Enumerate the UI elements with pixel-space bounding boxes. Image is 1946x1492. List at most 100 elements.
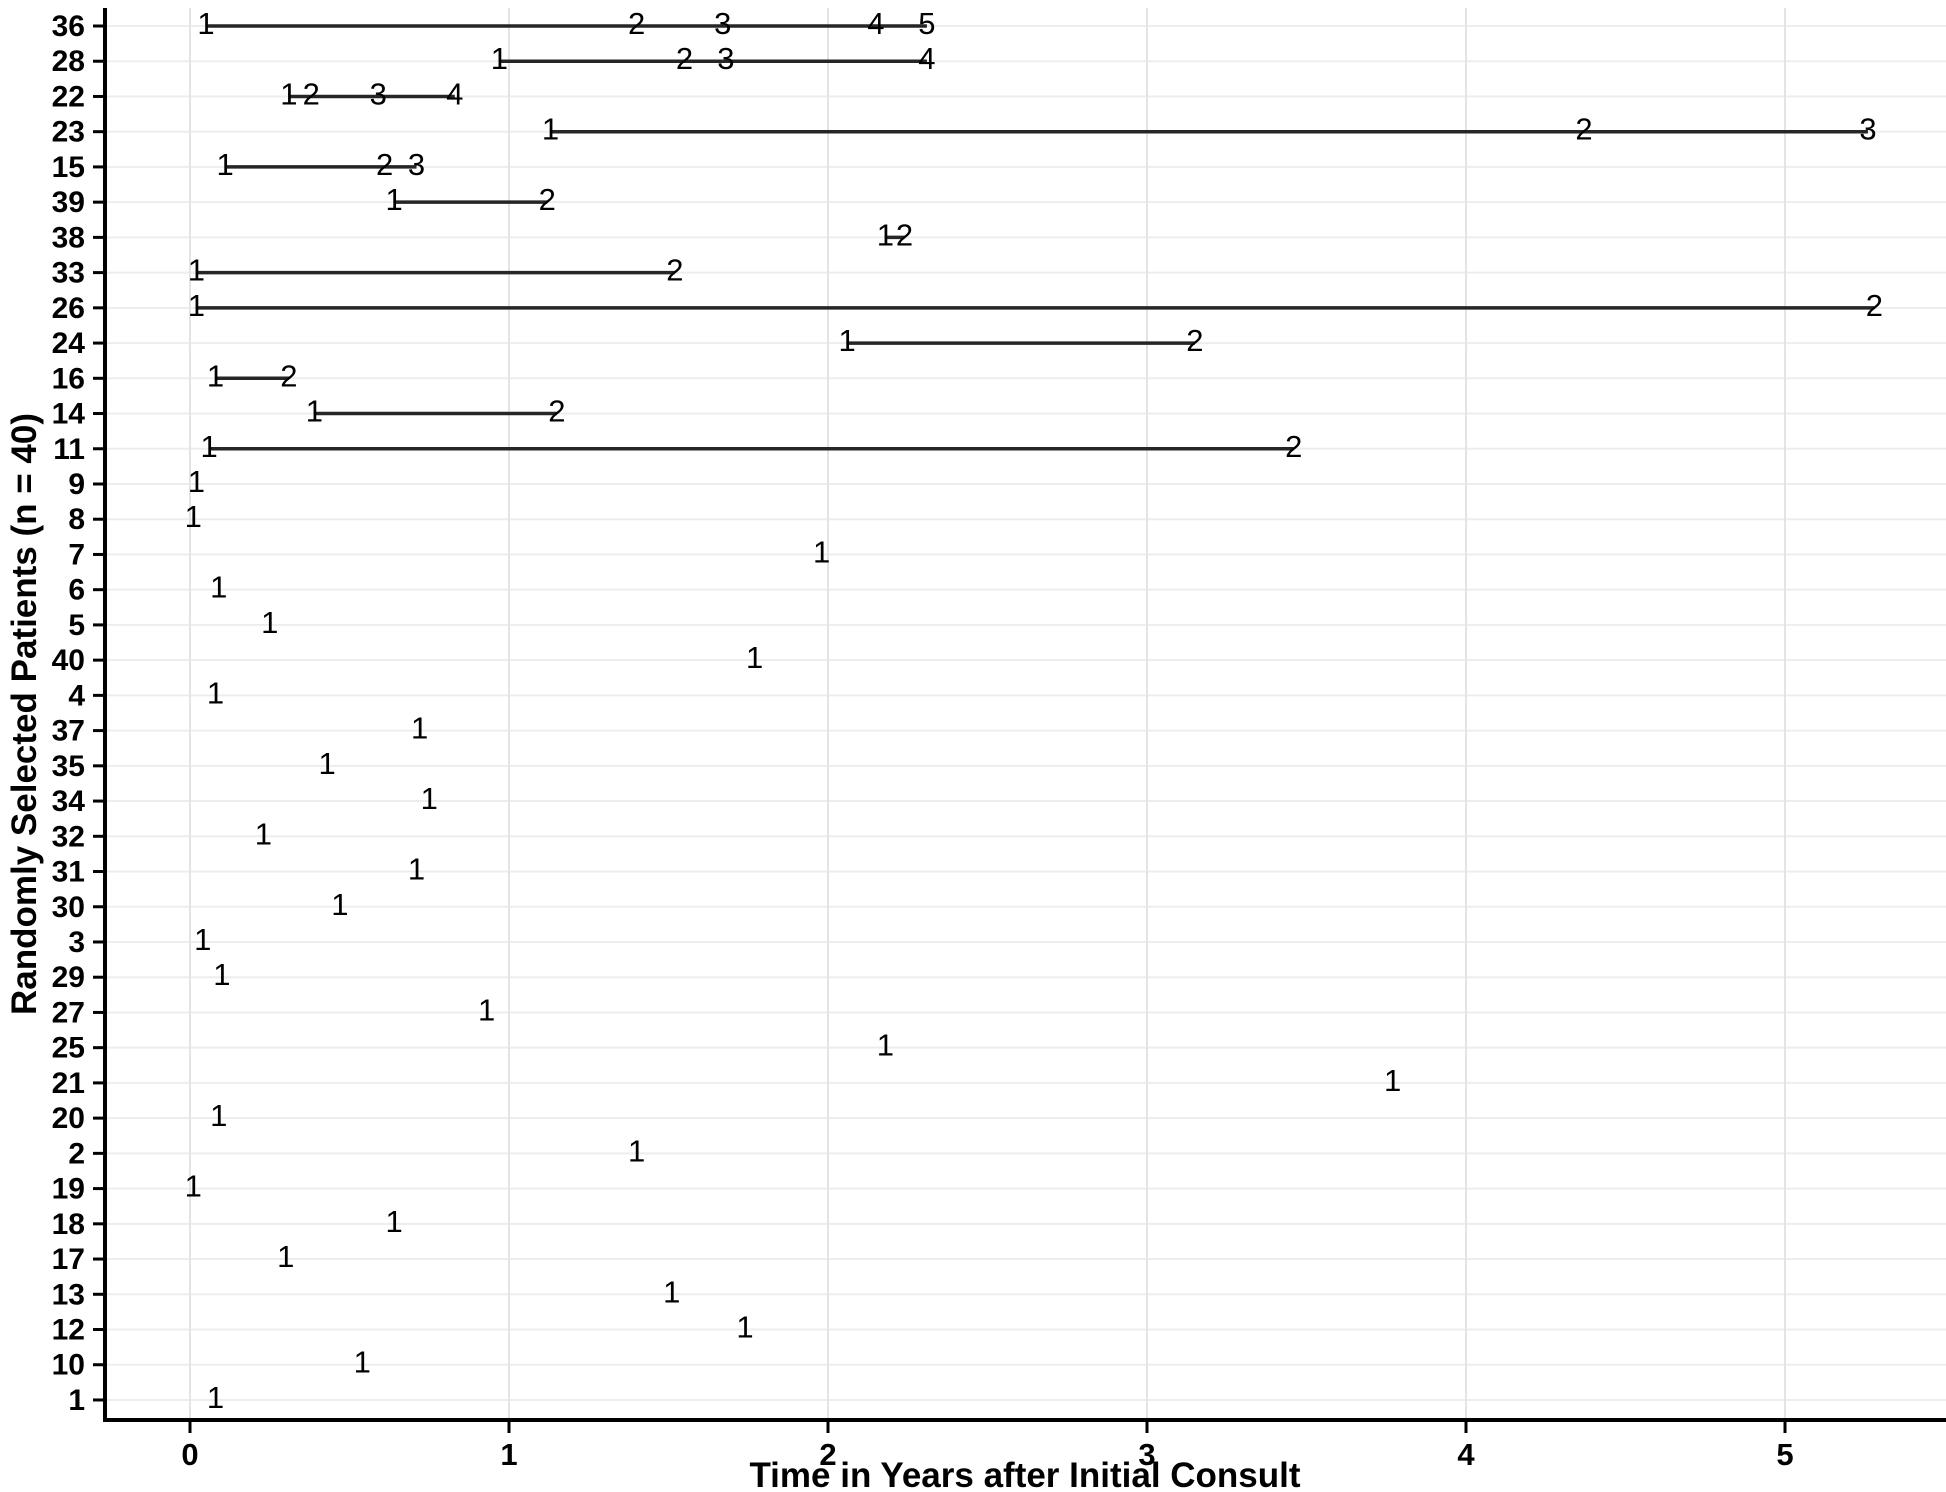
patient-row-40: 1	[746, 640, 763, 675]
event-label: 1	[185, 1169, 202, 1204]
event-label: 1	[386, 182, 403, 217]
y-tick-label: 27	[52, 996, 85, 1029]
patient-row-6: 1	[210, 570, 227, 605]
event-label: 2	[676, 41, 693, 76]
event-label: 4	[867, 6, 884, 41]
patient-row-12: 1	[736, 1310, 753, 1345]
patient-row-30: 1	[331, 887, 348, 922]
event-label: 1	[207, 358, 224, 393]
patient-row-7: 1	[813, 534, 830, 569]
y-tick-label: 8	[68, 503, 85, 536]
y-tick-label: 32	[52, 820, 85, 853]
patient-row-17: 1	[277, 1239, 294, 1274]
patient-row-3: 1	[194, 922, 211, 957]
y-tick-label: 18	[52, 1208, 85, 1241]
event-label: 1	[207, 1380, 224, 1415]
y-tick-label: 40	[52, 644, 85, 677]
y-tick-label: 11	[53, 433, 85, 466]
event-label: 1	[411, 711, 428, 746]
event-label: 1	[354, 1345, 371, 1380]
event-label: 1	[280, 76, 297, 111]
event-label: 3	[370, 76, 387, 111]
event-label: 1	[197, 6, 214, 41]
y-tick-label: 36	[52, 10, 85, 43]
y-tick-label: 3	[68, 926, 85, 959]
event-label: 2	[280, 358, 297, 393]
y-tick-label: 16	[52, 362, 85, 395]
event-label: 1	[491, 41, 508, 76]
event-label: 1	[386, 1204, 403, 1239]
event-label: 3	[1859, 112, 1876, 147]
patient-row-21: 1	[1384, 1063, 1401, 1098]
y-tick-label: 31	[52, 856, 85, 889]
y-tick-label: 1	[68, 1384, 85, 1417]
patient-row-9: 1	[188, 464, 205, 499]
event-label: 1	[277, 1239, 294, 1274]
patient-row-32: 1	[255, 816, 272, 851]
y-tick-label: 15	[52, 151, 85, 184]
event-label: 1	[478, 992, 495, 1027]
event-label: 1	[408, 852, 425, 887]
patient-row-31: 1	[408, 852, 425, 887]
y-tick-label: 6	[68, 574, 85, 607]
event-label: 1	[1384, 1063, 1401, 1098]
y-tick-label: 22	[52, 80, 85, 113]
y-tick-label: 37	[52, 715, 85, 748]
x-tick-label: 4	[1457, 1437, 1475, 1472]
patient-row-29: 1	[213, 957, 230, 992]
event-label: 1	[628, 1133, 645, 1168]
y-tick-label: 5	[68, 609, 85, 642]
y-tick-label: 19	[52, 1173, 85, 1206]
event-label: 2	[376, 147, 393, 182]
y-tick-label: 13	[52, 1278, 85, 1311]
event-label: 1	[201, 429, 218, 464]
y-tick-label: 34	[52, 785, 86, 818]
patient-row-1: 1	[207, 1380, 224, 1415]
y-tick-label: 10	[52, 1349, 85, 1382]
x-tick-label: 1	[500, 1437, 517, 1472]
x-tick-label: 3	[1138, 1437, 1155, 1472]
event-label: 1	[663, 1274, 680, 1309]
event-label: 3	[717, 41, 734, 76]
event-label: 1	[813, 534, 830, 569]
event-label: 1	[210, 1098, 227, 1133]
event-label: 1	[185, 499, 202, 534]
y-tick-label: 30	[52, 891, 85, 924]
event-label: 3	[714, 6, 731, 41]
patient-row-19: 1	[185, 1169, 202, 1204]
patient-row-10: 1	[354, 1345, 371, 1380]
event-label: 1	[255, 816, 272, 851]
event-label: 1	[839, 323, 856, 358]
event-label: 1	[306, 394, 323, 429]
y-tick-label: 29	[52, 961, 85, 994]
patient-row-35: 1	[319, 746, 336, 781]
patient-row-5: 1	[261, 605, 278, 640]
event-label: 3	[408, 147, 425, 182]
event-label: 2	[1285, 429, 1302, 464]
patient-row-25: 1	[877, 1028, 894, 1063]
y-tick-label: 7	[68, 538, 85, 571]
patient-row-2: 1	[628, 1133, 645, 1168]
event-label: 1	[877, 217, 894, 252]
y-tick-label: 24	[52, 327, 86, 360]
patient-row-13: 1	[663, 1274, 680, 1309]
y-tick-label: 21	[52, 1067, 85, 1100]
x-axis-title: Time in Years after Initial Consult	[749, 1456, 1300, 1492]
event-label: 1	[746, 640, 763, 675]
event-label: 2	[1186, 323, 1203, 358]
event-label: 1	[542, 112, 559, 147]
y-tick-label: 28	[52, 45, 85, 78]
x-tick-label: 2	[819, 1437, 836, 1472]
y-tick-label: 14	[52, 398, 86, 431]
patient-row-4: 1	[207, 675, 224, 710]
y-tick-label: 17	[52, 1243, 85, 1276]
patient-row-18: 1	[386, 1204, 403, 1239]
